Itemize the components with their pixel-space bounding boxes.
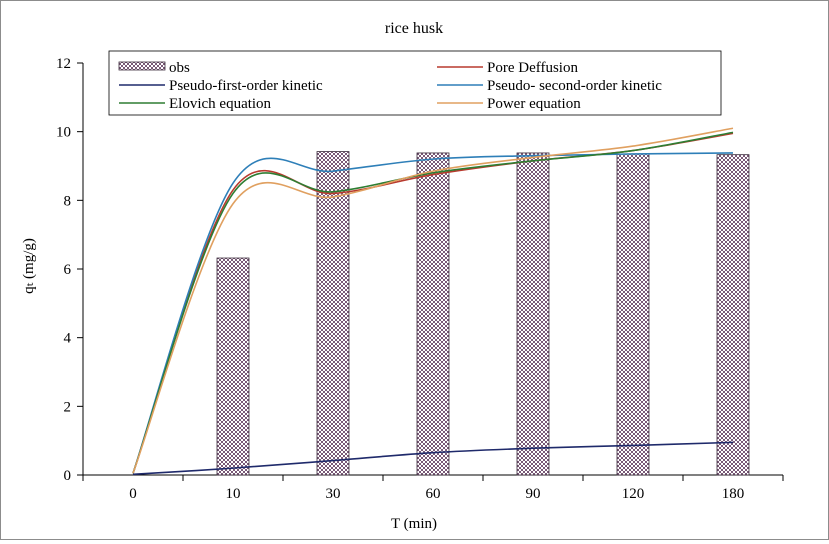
legend-label: Power equation <box>487 96 581 112</box>
legend-box <box>108 50 722 116</box>
legend: obs Pore Deffusion Pseudo-first-order kine… <box>108 50 722 116</box>
obs-bar <box>216 257 250 476</box>
obs-bar <box>616 153 650 476</box>
y-tick-label: 4 <box>64 331 72 347</box>
x-tick-label: 30 <box>326 486 341 502</box>
x-tick-label: 120 <box>622 486 645 502</box>
legend-label: Pore Deffusion <box>487 60 578 76</box>
series-line-pseudo-first-order-kinetic <box>132 441 734 476</box>
bars <box>216 151 750 476</box>
y-tick-label: 6 <box>64 262 72 278</box>
y-tick-label: 12 <box>56 56 71 72</box>
series-line-power-equation <box>132 127 734 474</box>
y-tick-labels: 0 2 4 6 8 10 12 <box>56 56 72 484</box>
obs-bar <box>516 152 550 476</box>
obs-bar <box>316 151 350 476</box>
chart-title: rice husk <box>385 20 443 37</box>
x-tick-label: 180 <box>722 486 745 502</box>
y-axis-label: qₜ (mg/g) <box>21 238 37 294</box>
obs-bar <box>716 154 750 476</box>
legend-label: obs <box>169 60 190 76</box>
y-tick-label: 10 <box>56 125 71 141</box>
lines <box>132 127 734 476</box>
legend-label: Pseudo-first-order kinetic <box>169 78 323 94</box>
axes <box>77 62 784 481</box>
x-tick-label: 60 <box>426 486 441 502</box>
legend-label: Elovich equation <box>169 96 272 112</box>
legend-label: Pseudo- second-order kinetic <box>487 78 662 94</box>
obs-bar <box>416 152 450 476</box>
y-tick-label: 2 <box>64 399 72 415</box>
legend-swatch-obs <box>118 61 166 71</box>
x-tick-labels: 0 10 30 60 90 120 180 <box>129 486 744 502</box>
series-line-pseudo-second-order-kinetic <box>132 152 734 474</box>
y-tick-label: 0 <box>64 468 72 484</box>
x-tick-label: 90 <box>526 486 541 502</box>
y-tick-label: 8 <box>64 193 72 209</box>
x-axis-label: T (min) <box>391 516 437 532</box>
x-tick-label: 10 <box>226 486 241 502</box>
x-tick-label: 0 <box>129 486 137 502</box>
